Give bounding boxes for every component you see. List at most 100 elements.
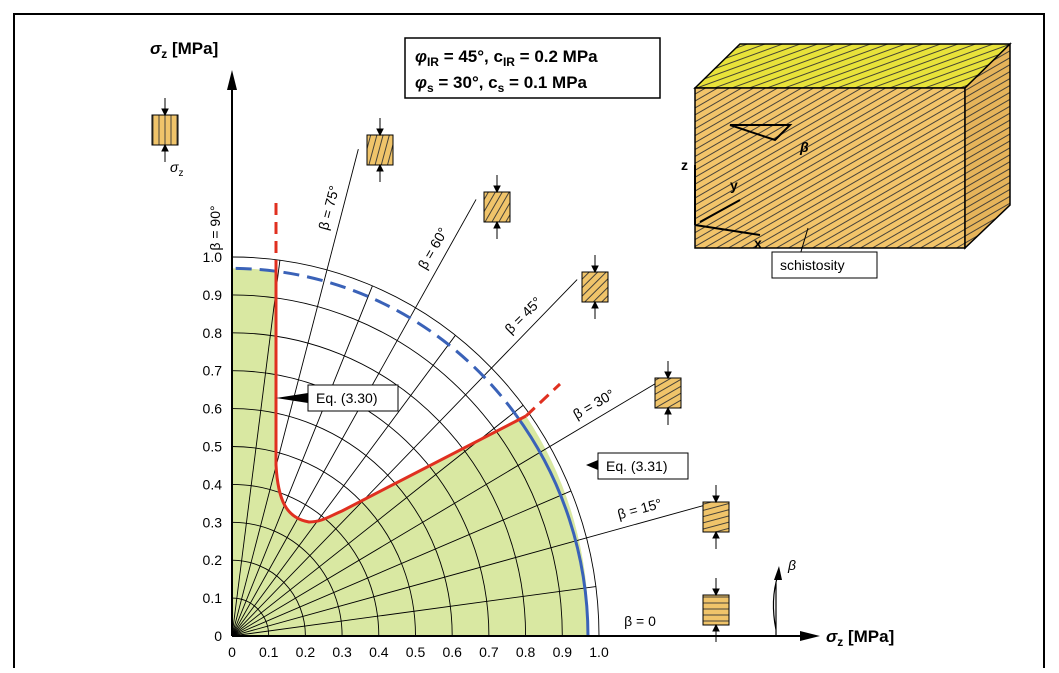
x-tick-label: 0.5	[406, 644, 426, 660]
y-tick-label: 0.8	[203, 325, 223, 341]
callout-box	[597, 452, 689, 480]
beta-label: β = 0	[624, 613, 656, 629]
x-axis-label-sub: z	[837, 635, 843, 649]
y-tick-label: 0.6	[203, 401, 223, 417]
rotation-head	[774, 566, 782, 580]
parameter-box	[404, 37, 661, 99]
y-tick-label: 0.7	[203, 363, 223, 379]
sample-load	[712, 578, 720, 642]
beta-label: β = 60°	[415, 225, 451, 272]
block-label: x	[754, 235, 762, 251]
sample	[366, 134, 394, 166]
radial-line	[231, 383, 655, 637]
block-top	[693, 43, 1012, 89]
callout-arrow	[276, 393, 308, 403]
beta-label: β = 90°	[207, 205, 223, 250]
parameter-part: = 45°, c	[439, 47, 503, 66]
parameter-line: φIR = 45°, cIR = 0.2 MPa	[415, 47, 598, 69]
parameter-part: = 0.2 MPa	[515, 47, 598, 66]
sample-load	[712, 485, 720, 549]
parameter-line: φs = 30°, cs = 0.1 MPa	[415, 73, 588, 95]
block-label: z	[681, 157, 688, 173]
block-axes	[694, 124, 793, 236]
y-axis-label-unit: [MPa]	[167, 39, 218, 58]
y-axis-label-symbol: σ	[150, 39, 162, 58]
sample-load	[664, 361, 672, 425]
radial-line	[231, 285, 373, 637]
beta-label: β = 45°	[501, 294, 544, 337]
x-tick-label: 0.7	[479, 644, 499, 660]
beta-label: β = 75°	[315, 184, 342, 232]
x-tick-label: 0	[228, 644, 236, 660]
x-tick-label: 0.1	[259, 644, 279, 660]
y-tick-label: 0.4	[203, 476, 223, 492]
x-tick-label: 0.8	[516, 644, 536, 660]
s: z	[178, 168, 183, 179]
x-tick-label: 0.9	[553, 644, 573, 660]
radial-line	[231, 279, 578, 637]
parameter-part: s	[427, 81, 434, 95]
radial-line	[231, 505, 704, 637]
red-solid	[274, 262, 527, 524]
block-label: y	[730, 177, 738, 193]
x-tick-label: 0.2	[296, 644, 316, 660]
y-tick-label: 0.1	[203, 590, 223, 606]
schistosity-label: schistosity	[780, 257, 845, 273]
x-tick-label: 0.6	[442, 644, 462, 660]
sample	[702, 501, 730, 533]
y-axis-label: σz [MPa]	[150, 39, 218, 61]
block-label: β	[799, 139, 809, 155]
sample-load	[376, 118, 384, 182]
y-tick-label: 0.9	[203, 287, 223, 303]
x-axis-label-unit: [MPa]	[843, 627, 894, 646]
x-tick-label: 0.4	[369, 644, 389, 660]
sample	[581, 271, 609, 303]
rotation-label: β	[787, 557, 796, 573]
beta-label: β = 30°	[570, 386, 617, 422]
blue-solid	[514, 414, 590, 637]
schistosity-box	[771, 251, 878, 279]
sample	[151, 114, 179, 146]
y-tick-label: 0.3	[203, 514, 223, 530]
x-tick-label: 1.0	[589, 644, 609, 660]
y-tick-label: 0.2	[203, 552, 223, 568]
y-tick-label: 0.5	[203, 439, 223, 455]
sample-load	[493, 175, 501, 239]
sample-load	[161, 98, 169, 162]
parameter-part: = 0.1 MPa	[504, 73, 587, 92]
frame	[13, 13, 1045, 673]
sample	[654, 377, 682, 409]
sample	[483, 191, 511, 223]
red-dashed	[274, 203, 562, 418]
axes	[231, 82, 808, 637]
equation-label: Eq. (3.31)	[606, 458, 667, 474]
parameter-part: s	[498, 81, 505, 95]
y-tick-label: 1.0	[203, 249, 223, 265]
callout-box	[307, 384, 399, 412]
sample-stress-label: σz	[170, 159, 183, 179]
parameter-part: IR	[427, 55, 439, 69]
x-tick-label: 0.3	[332, 644, 352, 660]
callout-arrow	[586, 460, 598, 470]
radial-line	[231, 335, 456, 637]
sample	[702, 594, 730, 626]
block-front	[694, 87, 966, 249]
parameter-part: φ	[415, 73, 427, 92]
radial-line	[231, 148, 359, 637]
radial-line	[231, 490, 572, 637]
rotation-arrow	[772, 574, 779, 636]
schistosity-pointer	[799, 227, 809, 256]
radial-line	[231, 586, 596, 637]
block-side	[964, 42, 1011, 250]
x-axis-label: σz [MPa]	[826, 627, 894, 649]
equation-label: Eq. (3.30)	[316, 390, 377, 406]
sample-load	[591, 255, 599, 319]
x-axis-label-symbol: σ	[826, 627, 838, 646]
s: σ	[170, 159, 179, 175]
y-axis-label-sub: z	[161, 47, 167, 61]
radial-line	[231, 199, 477, 637]
parameter-part: φ	[415, 47, 427, 66]
parameter-part: = 30°, c	[434, 73, 498, 92]
parameter-part: IR	[503, 55, 515, 69]
